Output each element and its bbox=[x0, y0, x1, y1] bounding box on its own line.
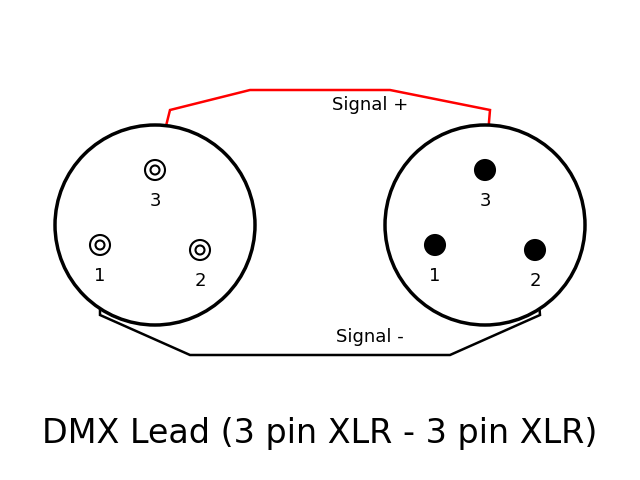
Circle shape bbox=[425, 235, 445, 255]
Text: 2: 2 bbox=[529, 272, 541, 290]
Text: Signal +: Signal + bbox=[332, 96, 408, 114]
Text: 1: 1 bbox=[94, 267, 106, 285]
Circle shape bbox=[525, 240, 545, 260]
Text: 2: 2 bbox=[195, 272, 205, 290]
Text: 1: 1 bbox=[429, 267, 441, 285]
Text: 3: 3 bbox=[149, 192, 161, 210]
Text: DMX Lead (3 pin XLR - 3 pin XLR): DMX Lead (3 pin XLR - 3 pin XLR) bbox=[42, 417, 598, 450]
Text: Signal -: Signal - bbox=[336, 328, 404, 346]
Text: 3: 3 bbox=[479, 192, 491, 210]
Circle shape bbox=[385, 125, 585, 325]
Circle shape bbox=[475, 160, 495, 180]
Circle shape bbox=[55, 125, 255, 325]
